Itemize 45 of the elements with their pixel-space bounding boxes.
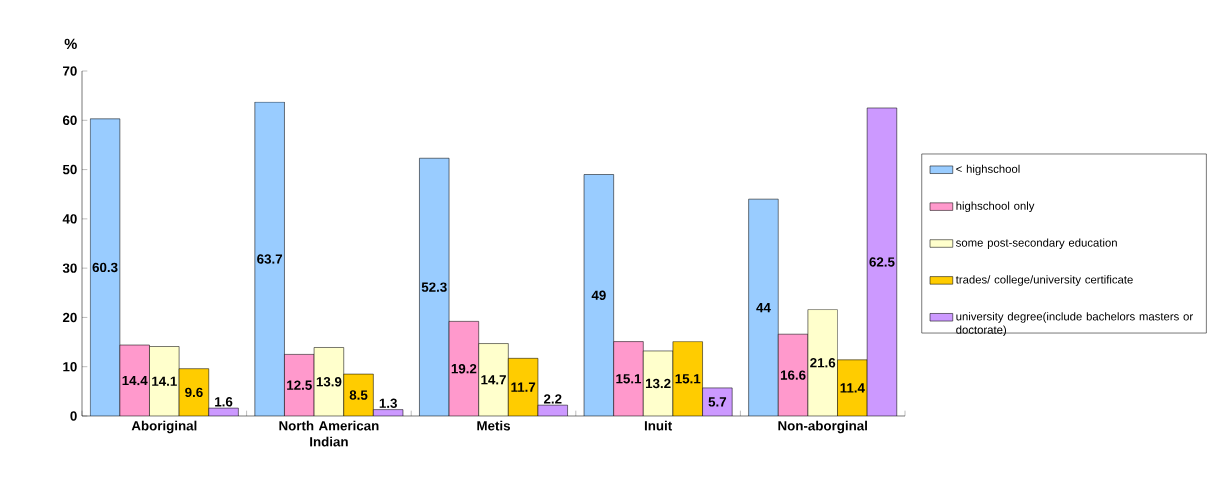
x-tick-label: North American Indian	[279, 420, 379, 447]
legend-label: trades/ college/university certificate	[955, 275, 1133, 286]
y-tick-label: 0	[70, 411, 77, 421]
y-tick-label: 40	[62, 214, 77, 224]
data-label: 11.4	[840, 383, 865, 393]
data-label: 12.5	[287, 380, 312, 390]
data-label: 9.6	[185, 387, 203, 398]
data-label: 16.6	[780, 370, 806, 380]
data-label: 62.5	[869, 257, 895, 267]
x-tick-label: Aboriginal	[131, 420, 197, 434]
data-label: 5.7	[708, 397, 727, 407]
legend-label: some post-secondary education	[956, 238, 1117, 249]
data-label: 19.2	[451, 363, 477, 374]
bar	[613, 341, 644, 416]
x-tick-label: Inuit	[644, 420, 673, 431]
data-label: 49	[591, 290, 606, 300]
data-label: 13.9	[316, 377, 342, 387]
data-label: 13.2	[645, 378, 671, 389]
y-tick-label: 20	[62, 312, 77, 323]
x-tick-label: Metis	[477, 420, 511, 431]
y-tick-label: 60	[62, 115, 77, 126]
data-label: 11.7	[511, 382, 536, 392]
data-label: 15.1	[616, 374, 642, 384]
data-label: 14.1	[152, 376, 177, 386]
legend-label: university degree(include bachelors masters or doctorate)	[956, 312, 1193, 337]
data-label: 21.6	[810, 358, 836, 368]
data-label: 2.2	[543, 394, 562, 404]
data-label: 60.3	[92, 262, 118, 273]
x-tick-label: Non-aborginal	[778, 420, 867, 434]
data-label: 1.3	[379, 398, 397, 408]
data-label: 52.3	[421, 282, 447, 292]
y-tick-label: 50	[62, 164, 77, 175]
legend-label: highschool only	[956, 201, 1035, 213]
y-axis-title: %	[64, 38, 77, 50]
data-label: 15.1	[675, 374, 701, 384]
data-label: 63.7	[257, 254, 283, 264]
y-tick-label: 10	[63, 362, 77, 372]
data-label: 8.5	[349, 390, 368, 400]
data-label: 1.6	[215, 397, 233, 407]
data-label: 44	[756, 302, 771, 313]
data-label: 14.4	[122, 375, 148, 386]
y-tick-label: 70	[63, 66, 77, 76]
legend-label: < highschool	[956, 164, 1020, 176]
data-label: 14.7	[481, 375, 506, 385]
y-tick-label: 30	[62, 263, 77, 273]
